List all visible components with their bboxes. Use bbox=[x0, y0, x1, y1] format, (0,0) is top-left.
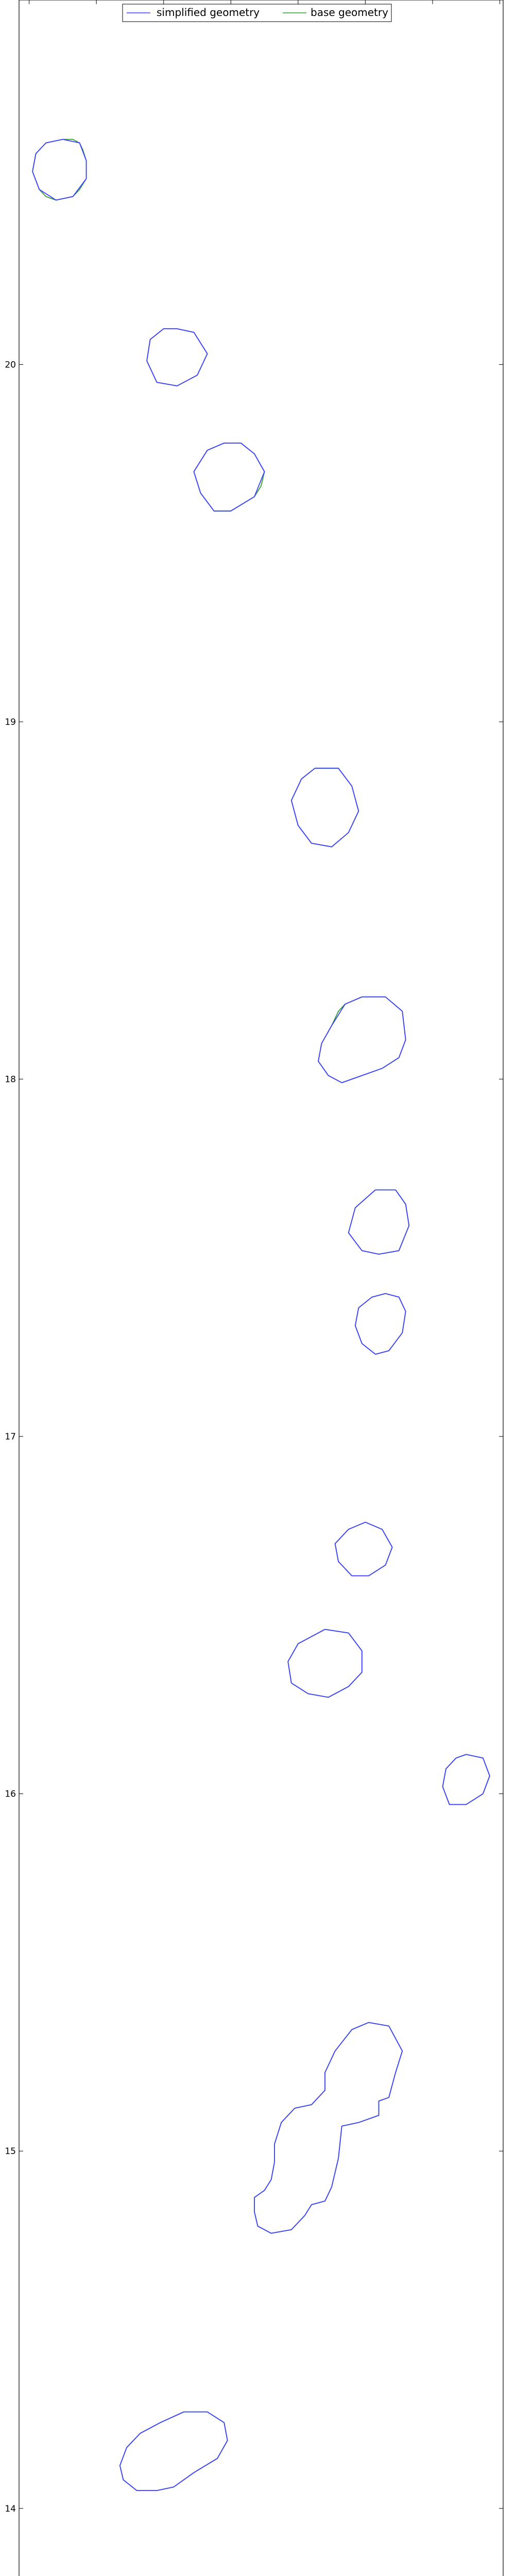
legend-box bbox=[122, 4, 392, 22]
y-tick-label: 16 bbox=[5, 1789, 16, 1800]
plot-area bbox=[19, 0, 503, 2576]
simplified-geometry-polygon-3 bbox=[193, 443, 265, 512]
legend-label-simplified: simplified geometry bbox=[157, 6, 260, 19]
axes-frame bbox=[19, 0, 504, 2576]
simplified-geometry-polygon-10 bbox=[442, 1754, 490, 1805]
legend: simplified geometry base geometry bbox=[122, 4, 392, 22]
series-layer bbox=[32, 139, 490, 2492]
simplified-geometry-polygon-11 bbox=[253, 2022, 403, 2234]
simplified-geometry-polygon-12 bbox=[119, 2411, 228, 2492]
y-tick-label: 14 bbox=[5, 2504, 16, 2514]
y-tick-label: 18 bbox=[5, 1075, 16, 1085]
simplified-geometry-polygon-7 bbox=[354, 1293, 406, 1355]
simplified-geometry-polygon-1 bbox=[32, 139, 87, 201]
simplified-geometry-polygon-8 bbox=[334, 1521, 393, 1577]
y-tick-label: 15 bbox=[5, 2146, 16, 2157]
y-axis-ticks: 14 15 16 17 18 19 20 bbox=[5, 360, 503, 2514]
simplified-geometry-polygon-5 bbox=[318, 996, 406, 1083]
y-tick-label: 19 bbox=[5, 717, 16, 727]
simplified-geometry-polygon-4 bbox=[290, 768, 359, 848]
simplified-geometry-polygon-6 bbox=[348, 1189, 410, 1255]
legend-label-base: base geometry bbox=[311, 6, 388, 19]
x-axis-ticks: 144.8145.0145.2145.4145.6145.8146.0146.2 bbox=[29, 0, 500, 4]
simplified-geometry-polygon-2 bbox=[146, 328, 208, 386]
y-tick-label: 20 bbox=[5, 360, 16, 370]
simplified-geometry-polygon-9 bbox=[287, 1629, 363, 1698]
y-tick-label: 17 bbox=[5, 1432, 16, 1442]
